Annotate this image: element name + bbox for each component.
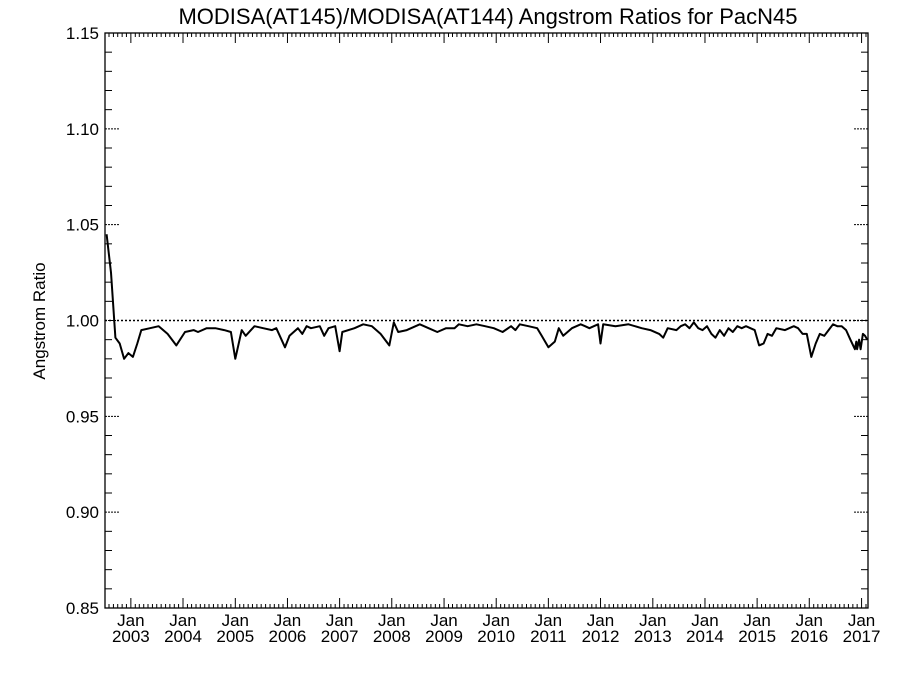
x-tick-year-label: 2004 <box>164 627 202 646</box>
x-tick-month-label: Jan <box>848 611 875 630</box>
y-axis-label: Angstrom Ratio <box>30 262 49 379</box>
x-tick-month-label: Jan <box>117 611 144 630</box>
x-tick-year-label: 2013 <box>634 627 672 646</box>
x-tick-month-label: Jan <box>535 611 562 630</box>
x-tick-month-label: Jan <box>743 611 770 630</box>
x-tick-month-label: Jan <box>378 611 405 630</box>
x-tick-year-label: 2017 <box>843 627 881 646</box>
x-tick-year-label: 2010 <box>477 627 515 646</box>
y-tick-label: 1.15 <box>66 24 99 43</box>
x-tick-month-label: Jan <box>587 611 614 630</box>
x-tick-year-label: 2014 <box>686 627 724 646</box>
x-tick-year-label: 2007 <box>321 627 359 646</box>
y-tick-label: 0.85 <box>66 599 99 618</box>
y-tick-label: 0.90 <box>66 503 99 522</box>
x-tick-year-label: 2003 <box>112 627 150 646</box>
x-tick-year-label: 2011 <box>530 627 567 646</box>
x-tick-month-label: Jan <box>222 611 249 630</box>
y-tick-label: 1.05 <box>66 216 99 235</box>
chart-title: MODISA(AT145)/MODISA(AT144) Angstrom Rat… <box>178 4 797 29</box>
y-tick-label: 1.10 <box>66 120 99 139</box>
x-tick-year-label: 2008 <box>373 627 411 646</box>
y-tick-label: 1.00 <box>66 312 99 331</box>
x-tick-month-label: Jan <box>430 611 457 630</box>
x-tick-month-label: Jan <box>274 611 301 630</box>
x-tick-month-label: Jan <box>169 611 196 630</box>
y-axis: 0.85 0.90 0.95 1.00 1.05 1.10 1.15 <box>66 24 868 618</box>
x-tick-year-label: 2005 <box>216 627 254 646</box>
series-line <box>105 234 869 360</box>
x-tick-year-label: 2015 <box>738 627 776 646</box>
y-tick-label: 0.95 <box>66 407 99 426</box>
x-tick-year-label: 2006 <box>269 627 307 646</box>
x-tick-month-label: Jan <box>639 611 666 630</box>
x-tick-month-label: Jan <box>483 611 510 630</box>
x-tick-month-label: Jan <box>326 611 353 630</box>
x-tick-month-label: Jan <box>796 611 823 630</box>
x-tick-year-label: 2016 <box>790 627 828 646</box>
x-tick-month-label: Jan <box>691 611 718 630</box>
x-tick-year-label: 2009 <box>425 627 463 646</box>
x-tick-year-label: 2012 <box>582 627 620 646</box>
x-axis: Jan2003Jan2004Jan2005Jan2006Jan2007Jan20… <box>108 33 881 646</box>
